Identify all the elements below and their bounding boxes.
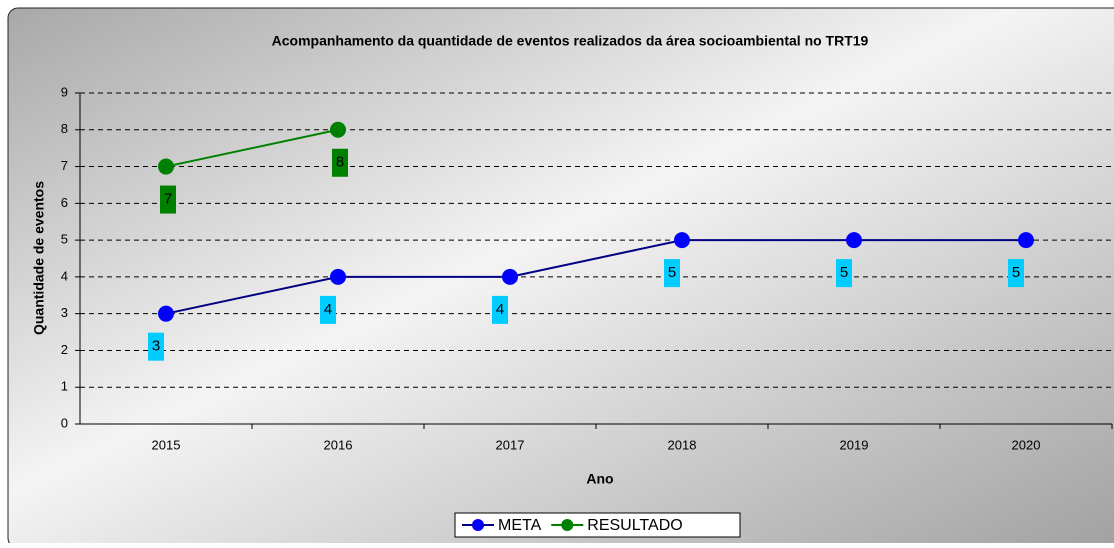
data-label: 5 — [668, 264, 676, 281]
data-label: 3 — [152, 338, 160, 355]
legend-marker — [472, 519, 484, 531]
point — [846, 232, 862, 249]
point — [330, 121, 346, 138]
data-label: 7 — [164, 191, 172, 208]
data-label-box — [836, 259, 852, 288]
legend-label: RESULTADO — [587, 517, 682, 534]
data-label: 5 — [840, 264, 848, 281]
series-line — [165, 239, 1026, 315]
chart-title: Acompanhamento da quantidade de eventos … — [272, 33, 869, 49]
y-tick-label: 8 — [61, 121, 68, 136]
x-tick-label: 2020 — [1012, 437, 1041, 452]
legend: META RESULTADO — [454, 512, 741, 538]
x-tick-label: 2016 — [324, 437, 353, 452]
data-label: 4 — [324, 301, 332, 318]
data-label-box — [320, 295, 336, 324]
y-tick-label: 9 — [61, 84, 68, 99]
data-label-box — [1008, 259, 1024, 288]
x-tick-label: 2018 — [668, 437, 697, 452]
legend-marker — [561, 519, 574, 531]
y-tick-label: 2 — [61, 342, 68, 357]
point — [158, 158, 174, 175]
data-label-box — [332, 148, 348, 177]
series-line — [165, 128, 339, 168]
y-tick-label: 4 — [61, 268, 68, 283]
y-tick-label: 6 — [61, 195, 68, 210]
point — [502, 268, 518, 285]
x-tick-label: 2017 — [496, 437, 525, 452]
data-label: 4 — [496, 301, 504, 318]
data-label-box — [160, 185, 176, 214]
x-tick-label: 2015 — [152, 437, 181, 452]
data-label-box — [664, 259, 680, 288]
data-label-box — [148, 332, 164, 361]
chart-frame — [7, 7, 1114, 548]
legend-label: META — [498, 517, 542, 534]
y-tick-label: 0 — [61, 415, 68, 430]
data-label: 5 — [1012, 264, 1020, 281]
point — [158, 305, 174, 322]
point — [1018, 232, 1034, 249]
data-label: 8 — [336, 154, 344, 171]
point — [330, 268, 346, 285]
y-tick-label: 1 — [61, 379, 68, 394]
y-tick-label: 5 — [61, 232, 68, 247]
data-label-box — [492, 295, 508, 324]
x-axis-label: Ano — [586, 471, 613, 487]
x-tick-label: 2019 — [840, 437, 869, 452]
legend-box — [454, 512, 741, 538]
y-axis-label: Quantidade de eventos — [31, 181, 47, 335]
y-tick-label: 3 — [61, 305, 68, 320]
point — [674, 232, 690, 249]
y-tick-label: 7 — [61, 158, 68, 173]
